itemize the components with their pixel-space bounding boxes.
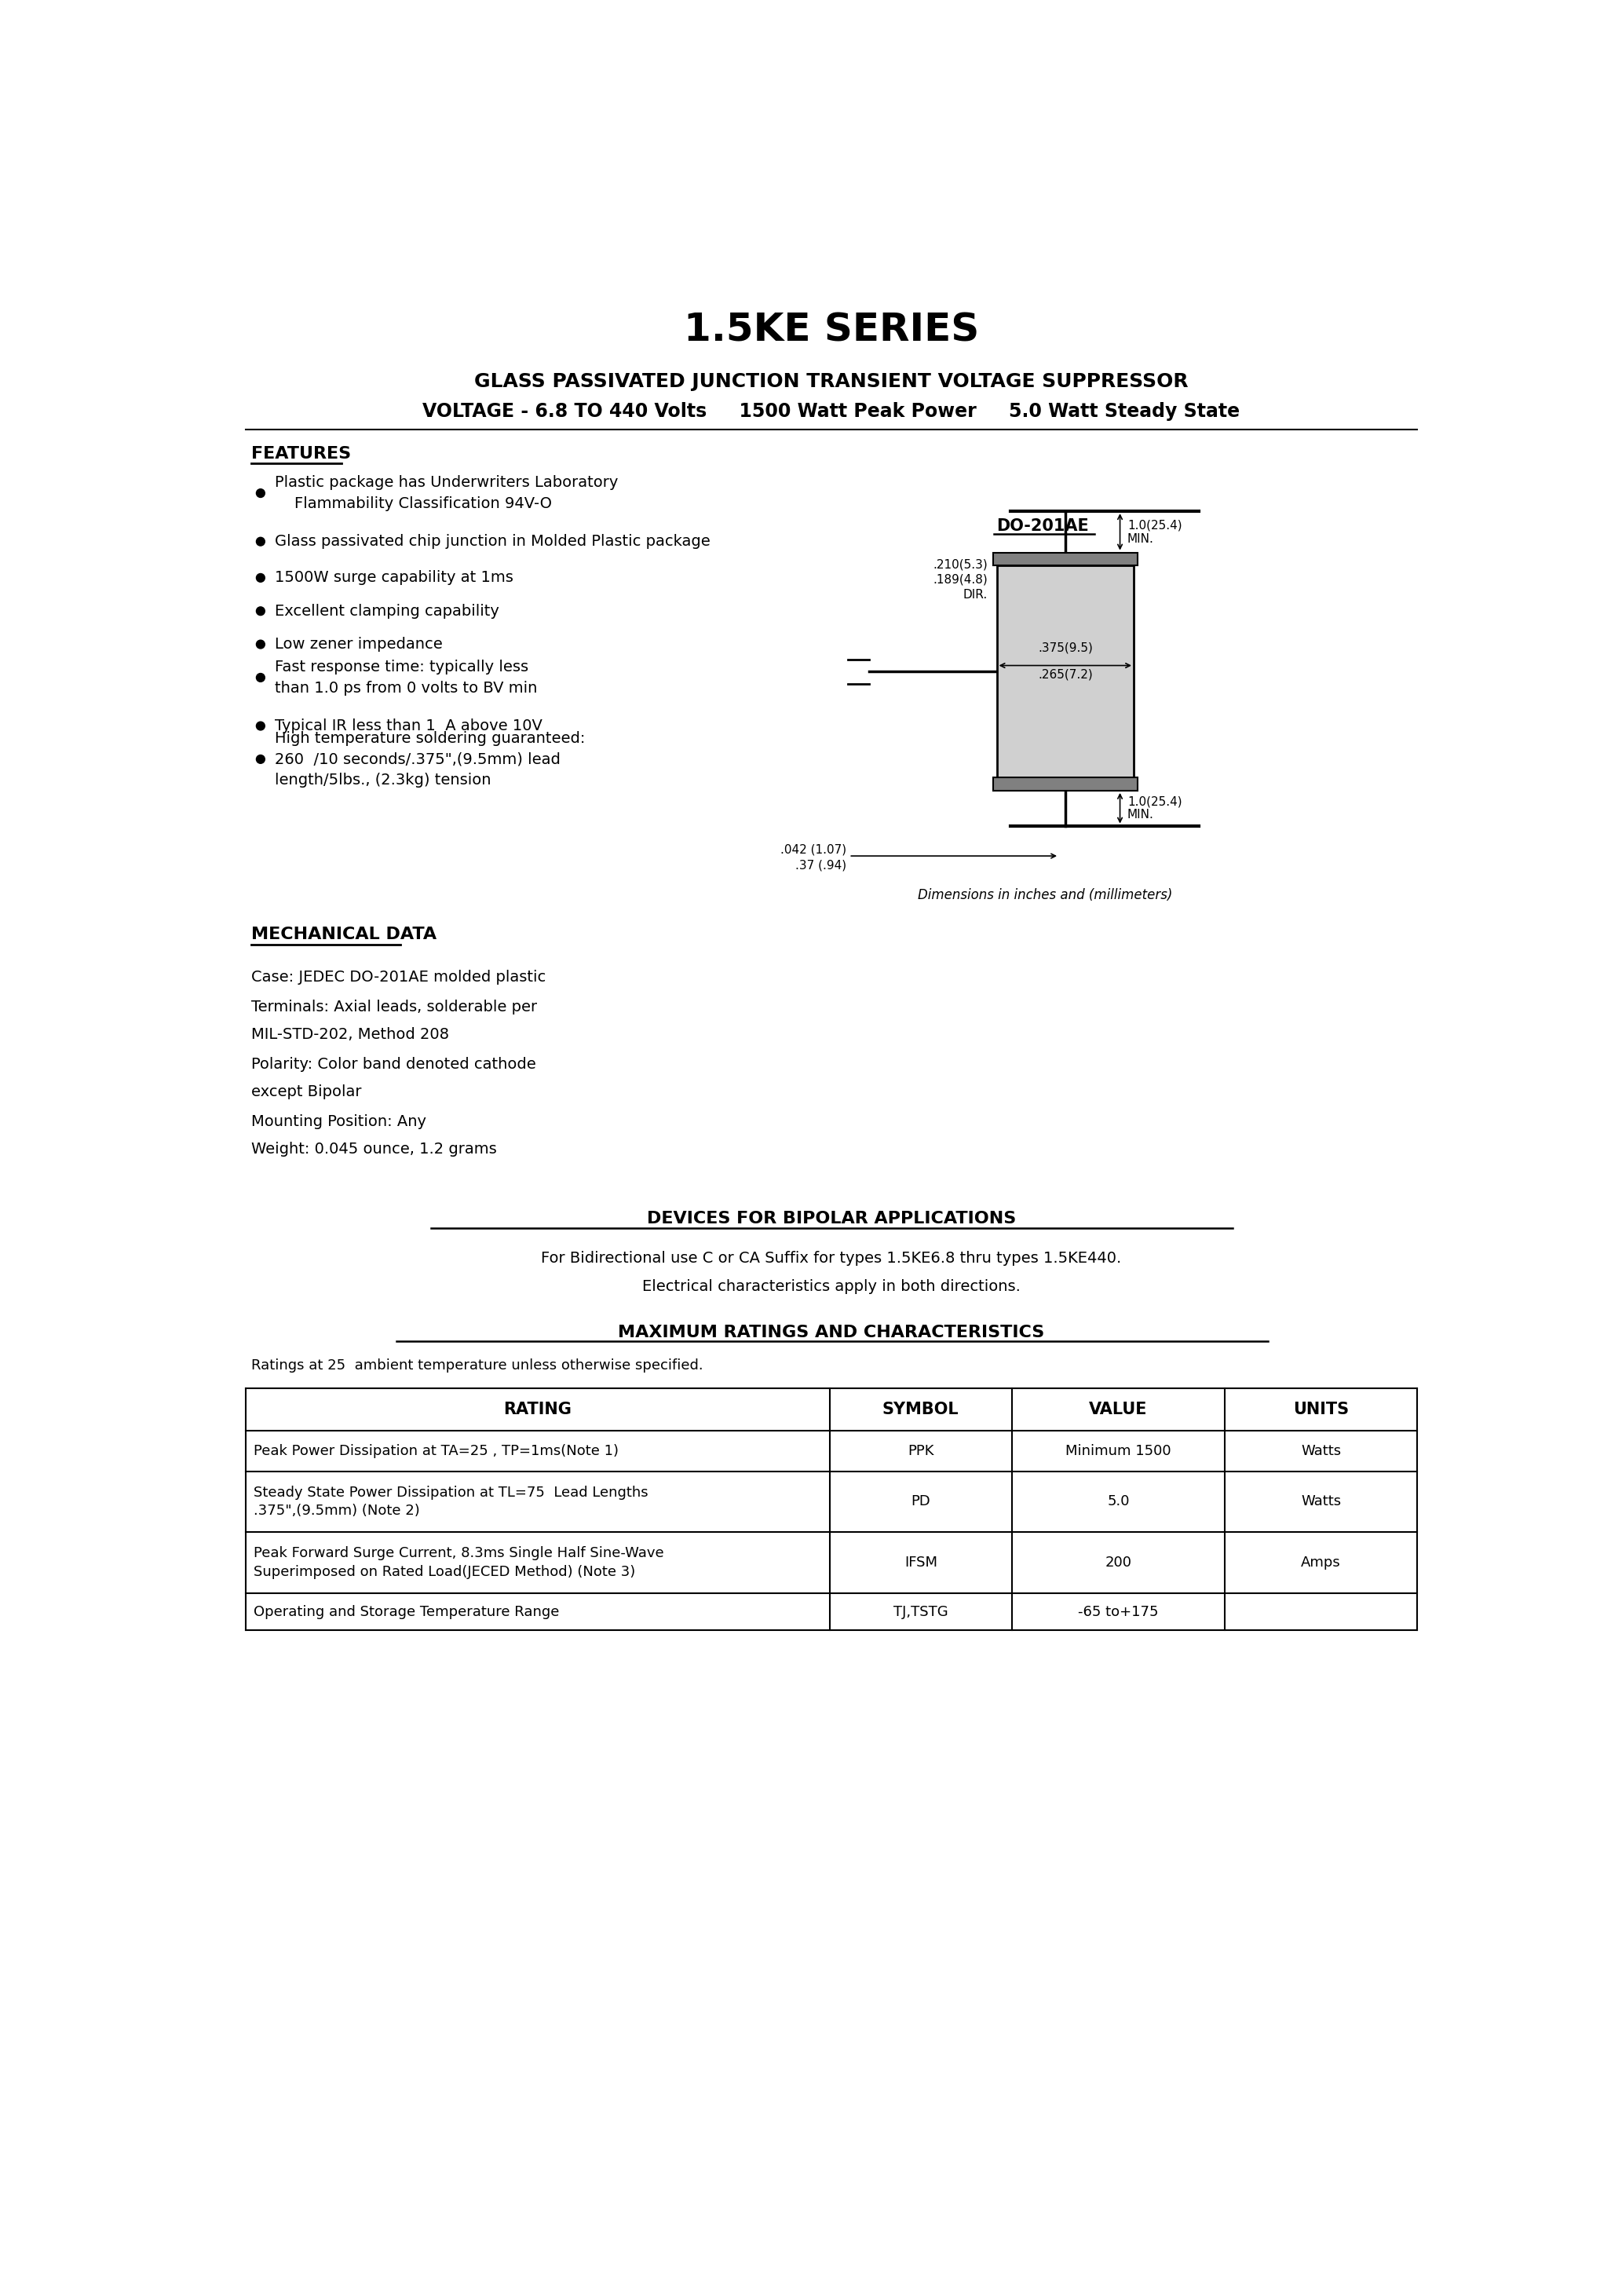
Text: IFSM: IFSM xyxy=(903,1557,938,1570)
Text: RATING: RATING xyxy=(503,1401,571,1417)
Text: DIR.: DIR. xyxy=(963,588,988,602)
Text: Fast response time: typically less
than 1.0 ps from 0 volts to BV min: Fast response time: typically less than … xyxy=(274,659,537,696)
Text: except Bipolar: except Bipolar xyxy=(251,1084,362,1100)
Text: Mounting Position: Any: Mounting Position: Any xyxy=(251,1114,427,1130)
Text: MECHANICAL DATA: MECHANICAL DATA xyxy=(251,928,436,941)
Text: GLASS PASSIVATED JUNCTION TRANSIENT VOLTAGE SUPPRESSOR: GLASS PASSIVATED JUNCTION TRANSIENT VOLT… xyxy=(474,372,1189,390)
Text: Low zener impedance: Low zener impedance xyxy=(274,636,443,652)
Circle shape xyxy=(256,489,264,498)
Text: VALUE: VALUE xyxy=(1090,1401,1148,1417)
Bar xyxy=(993,778,1137,790)
Text: .37 (.94): .37 (.94) xyxy=(795,859,847,870)
Text: High temperature soldering guaranteed:
260  /10 seconds/.375",(9.5mm) lead
lengt: High temperature soldering guaranteed: 2… xyxy=(274,730,586,788)
Text: .042 (1.07): .042 (1.07) xyxy=(780,845,847,856)
Text: Peak Power Dissipation at TA=25 , TP=1ms(Note 1): Peak Power Dissipation at TA=25 , TP=1ms… xyxy=(255,1444,620,1458)
Circle shape xyxy=(256,574,264,583)
Text: Minimum 1500: Minimum 1500 xyxy=(1066,1444,1171,1458)
Text: .265(7.2): .265(7.2) xyxy=(1038,668,1093,680)
Text: For Bidirectional use C or CA Suffix for types 1.5KE6.8 thru types 1.5KE440.: For Bidirectional use C or CA Suffix for… xyxy=(542,1251,1121,1265)
Text: PPK: PPK xyxy=(908,1444,934,1458)
Text: Peak Forward Surge Current, 8.3ms Single Half Sine-Wave
Superimposed on Rated Lo: Peak Forward Surge Current, 8.3ms Single… xyxy=(255,1548,663,1580)
Circle shape xyxy=(256,721,264,730)
Text: Operating and Storage Temperature Range: Operating and Storage Temperature Range xyxy=(255,1605,560,1619)
Text: Weight: 0.045 ounce, 1.2 grams: Weight: 0.045 ounce, 1.2 grams xyxy=(251,1141,496,1157)
Text: DO-201AE: DO-201AE xyxy=(996,519,1088,535)
Text: Watts: Watts xyxy=(1301,1495,1341,1508)
Text: Excellent clamping capability: Excellent clamping capability xyxy=(274,604,500,618)
Text: PD: PD xyxy=(912,1495,931,1508)
Circle shape xyxy=(256,673,264,682)
Text: Typical IR less than 1  A above 10V: Typical IR less than 1 A above 10V xyxy=(274,719,542,732)
Text: Watts: Watts xyxy=(1301,1444,1341,1458)
Text: .210(5.3): .210(5.3) xyxy=(933,558,988,569)
Bar xyxy=(993,553,1137,565)
Text: 1.5KE SERIES: 1.5KE SERIES xyxy=(683,310,980,349)
Text: Glass passivated chip junction in Molded Plastic package: Glass passivated chip junction in Molded… xyxy=(274,535,710,549)
Text: DEVICES FOR BIPOLAR APPLICATIONS: DEVICES FOR BIPOLAR APPLICATIONS xyxy=(647,1210,1015,1226)
Text: MIL-STD-202, Method 208: MIL-STD-202, Method 208 xyxy=(251,1026,449,1042)
Circle shape xyxy=(256,606,264,615)
Text: Terminals: Axial leads, solderable per: Terminals: Axial leads, solderable per xyxy=(251,999,537,1015)
Text: Dimensions in inches and (millimeters): Dimensions in inches and (millimeters) xyxy=(918,889,1173,902)
Text: FEATURES: FEATURES xyxy=(251,445,352,461)
Text: Electrical characteristics apply in both directions.: Electrical characteristics apply in both… xyxy=(642,1279,1020,1295)
Text: Amps: Amps xyxy=(1301,1557,1341,1570)
Text: 1.0(25.4)
MIN.: 1.0(25.4) MIN. xyxy=(1127,519,1182,544)
Text: 1500W surge capability at 1ms: 1500W surge capability at 1ms xyxy=(274,569,513,585)
Text: UNITS: UNITS xyxy=(1293,1401,1350,1417)
Text: Ratings at 25  ambient temperature unless otherwise specified.: Ratings at 25 ambient temperature unless… xyxy=(251,1359,704,1373)
Text: Polarity: Color band denoted cathode: Polarity: Color band denoted cathode xyxy=(251,1056,537,1072)
Text: Case: JEDEC DO-201AE molded plastic: Case: JEDEC DO-201AE molded plastic xyxy=(251,969,547,985)
Text: -65 to+175: -65 to+175 xyxy=(1079,1605,1158,1619)
Text: TJ,TSTG: TJ,TSTG xyxy=(894,1605,947,1619)
Text: .189(4.8): .189(4.8) xyxy=(933,574,988,585)
Circle shape xyxy=(256,641,264,647)
Text: 200: 200 xyxy=(1105,1557,1132,1570)
Text: 1.0(25.4)
MIN.: 1.0(25.4) MIN. xyxy=(1127,794,1182,822)
Text: .375(9.5): .375(9.5) xyxy=(1038,641,1093,654)
Text: Steady State Power Dissipation at TL=75  Lead Lengths
.375",(9.5mm) (Note 2): Steady State Power Dissipation at TL=75 … xyxy=(255,1486,649,1518)
Text: VOLTAGE - 6.8 TO 440 Volts     1500 Watt Peak Power     5.0 Watt Steady State: VOLTAGE - 6.8 TO 440 Volts 1500 Watt Pea… xyxy=(423,402,1239,420)
Text: SYMBOL: SYMBOL xyxy=(882,1401,959,1417)
Text: MAXIMUM RATINGS AND CHARACTERISTICS: MAXIMUM RATINGS AND CHARACTERISTICS xyxy=(618,1325,1045,1341)
Text: Plastic package has Underwriters Laboratory
    Flammability Classification 94V-: Plastic package has Underwriters Laborat… xyxy=(274,475,618,512)
Circle shape xyxy=(256,755,264,765)
Text: 5.0: 5.0 xyxy=(1108,1495,1129,1508)
Circle shape xyxy=(256,537,264,546)
Bar xyxy=(998,565,1134,778)
